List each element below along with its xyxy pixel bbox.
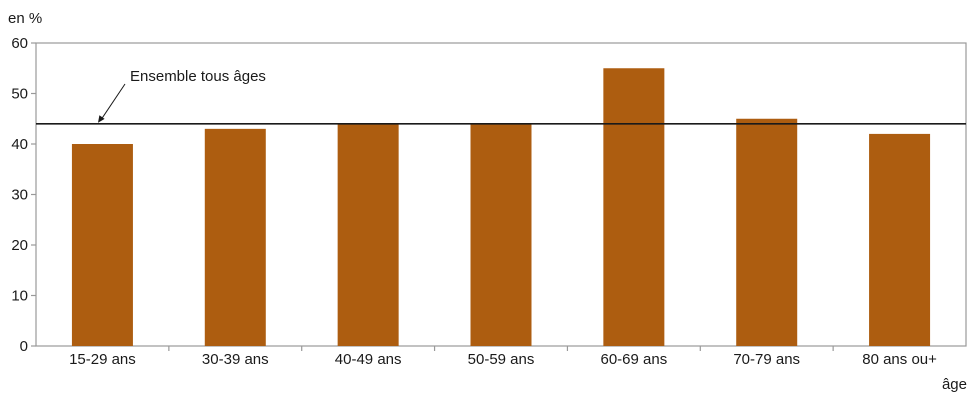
plot-area: 0 10 20 30 40 50 60 15-29 ans 30-39 ans 40-49 ans…	[11, 35, 967, 368]
y-tick-label: 0	[20, 338, 28, 355]
y-axis-unit: en %	[8, 10, 42, 27]
y-tick-label: 40	[11, 136, 28, 153]
bar-4	[470, 123, 532, 346]
category-label: 15-29 ans	[69, 351, 136, 368]
x-axis-unit: âge	[942, 376, 967, 393]
bar-7	[869, 133, 931, 346]
y-tick-label: 10	[11, 288, 28, 305]
bar-1	[71, 144, 133, 346]
category-label: 40-49 ans	[335, 351, 402, 368]
annotation-arrow-line	[100, 83, 126, 121]
bar-3	[337, 123, 399, 346]
bar-2	[204, 128, 266, 346]
category-label: 80 ans ou+	[862, 351, 937, 368]
y-tick-label: 30	[11, 187, 28, 204]
reference-line-label: Ensemble tous âges	[130, 68, 266, 85]
category-label: 70-79 ans	[733, 351, 800, 368]
y-tick-label: 20	[11, 237, 28, 254]
y-tick-label: 50	[11, 86, 28, 103]
category-label: 50-59 ans	[468, 351, 535, 368]
category-label: 30-39 ans	[202, 351, 269, 368]
bar-5	[603, 68, 665, 346]
y-tick-label: 60	[11, 35, 28, 52]
annotation-arrow-head	[98, 115, 105, 123]
bar-6	[736, 118, 798, 346]
category-label: 60-69 ans	[600, 351, 667, 368]
